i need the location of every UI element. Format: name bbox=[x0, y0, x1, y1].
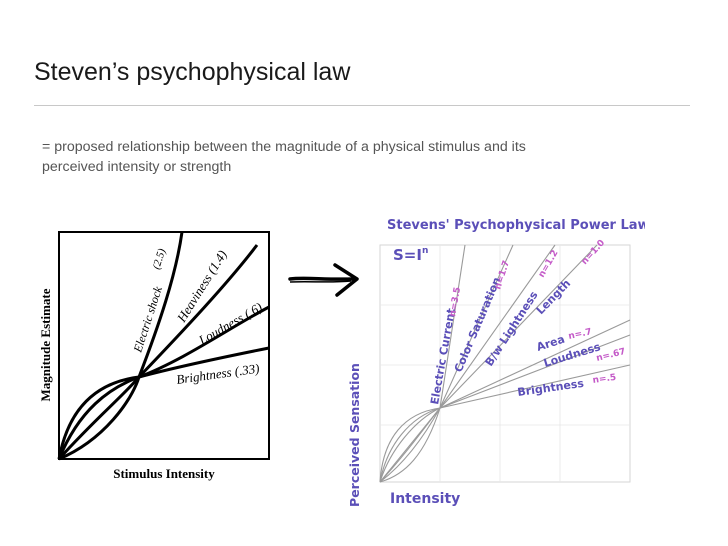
right-plot-frame bbox=[379, 244, 631, 483]
n-5-label: n=.5 bbox=[592, 373, 617, 386]
slide-subtitle: = proposed relationship between the magn… bbox=[42, 137, 702, 177]
right-grid bbox=[380, 245, 630, 482]
left-power-law-figure: Electric shock (2.5) Heaviness (1.4) Lou… bbox=[38, 231, 270, 481]
right-power-law-figure: Stevens' Psychophysical Power Law S=In P… bbox=[347, 218, 645, 507]
slide-title: Steven’s psychophysical law bbox=[34, 58, 351, 86]
left-plot-frame bbox=[58, 231, 270, 460]
left-x-axis-label: Stimulus Intensity bbox=[113, 466, 215, 481]
left-y-axis-label: Magnitude Estimate bbox=[38, 288, 53, 401]
right-y-axis-label: Perceived Sensation bbox=[347, 363, 362, 507]
brightness-curve bbox=[57, 346, 270, 460]
brightness-right-curve bbox=[379, 364, 631, 483]
arrow-icon bbox=[288, 263, 359, 297]
loudness-right-curve bbox=[379, 334, 631, 483]
formula-label: S=In bbox=[393, 246, 428, 264]
electric-shock-exponent-label: (2.5) bbox=[150, 247, 168, 271]
electric-current-curve bbox=[379, 244, 466, 483]
subtitle-line-1: = proposed relationship between the magn… bbox=[42, 139, 526, 155]
right-x-axis-label: Intensity bbox=[390, 491, 460, 507]
loudness-curve bbox=[57, 305, 270, 460]
subtitle-line-2: perceived intensity or strength bbox=[42, 159, 232, 175]
right-curves bbox=[379, 244, 631, 483]
heaviness-curve bbox=[57, 244, 259, 461]
right-title: Stevens' Psychophysical Power Law bbox=[387, 218, 645, 233]
n-7-label: n=.7 bbox=[568, 327, 593, 342]
title-divider bbox=[34, 105, 690, 106]
